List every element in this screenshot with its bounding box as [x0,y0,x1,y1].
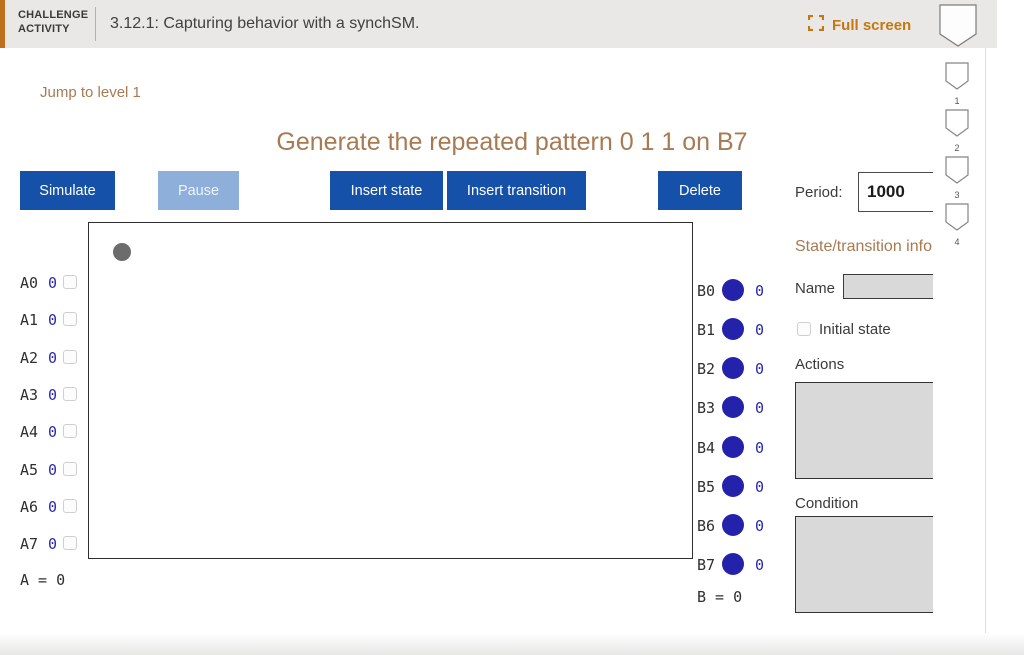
name-input[interactable] [843,274,933,299]
output-label: B6 [697,517,716,535]
output-value: 0 [755,399,765,417]
kicker-line2: ACTIVITY [18,23,70,35]
condition-label: Condition [795,495,859,512]
level-badge-2[interactable]: 2 [943,109,971,153]
level-badge-4[interactable]: 4 [943,203,971,247]
level-number: 1 [954,96,960,106]
input-checkbox[interactable] [63,275,77,289]
led-indicator [722,436,744,458]
period-label: Period: [795,184,843,201]
inputs-column: A0 0 A1 0 A2 0 A3 0 A4 0 A5 0 A6 0 A7 0 [20,274,90,574]
challenge-activity-kicker: CHALLENGE ACTIVITY [18,8,88,36]
fullscreen-button[interactable]: Full screen [807,14,912,36]
output-label: B1 [697,321,716,339]
output-value: 0 [755,321,765,339]
delete-button[interactable]: Delete [658,171,742,210]
level-number: 3 [954,190,960,200]
input-value: 0 [48,423,58,441]
output-label: B4 [697,439,716,457]
led-indicator [722,553,744,575]
input-value: 0 [48,535,58,553]
outputs-summary: B = 0 [697,588,743,606]
simulate-button[interactable]: Simulate [20,171,115,210]
led-indicator [722,279,744,301]
output-value: 0 [755,556,765,574]
initial-state-checkbox[interactable] [797,322,811,336]
name-label: Name [795,280,836,297]
accent-bar [0,0,5,48]
level-number: 2 [954,143,960,153]
level-badge-3[interactable]: 3 [943,156,971,200]
input-checkbox[interactable] [63,536,77,550]
input-value: 0 [48,386,58,404]
shield-icon [945,203,969,235]
state-dot[interactable] [113,243,131,261]
input-value: 0 [48,311,58,329]
input-label: A6 [20,498,39,516]
output-value: 0 [755,478,765,496]
insert-transition-button[interactable]: Insert transition [447,171,586,210]
input-label: A0 [20,274,39,292]
shield-icon [945,156,969,188]
output-label: B5 [697,478,716,496]
led-indicator [722,357,744,379]
input-label: A1 [20,311,39,329]
fullscreen-label: Full screen [832,16,912,34]
input-checkbox[interactable] [63,424,77,438]
inputs-summary: A = 0 [20,571,66,589]
output-value: 0 [755,439,765,457]
prompt-title: Generate the repeated pattern 0 1 1 on B… [276,128,748,156]
output-label: B2 [697,360,716,378]
input-checkbox[interactable] [63,312,77,326]
input-value: 0 [48,274,58,292]
condition-textarea[interactable] [795,516,933,613]
output-value: 0 [755,360,765,378]
shield-icon [945,62,969,94]
input-label: A7 [20,535,39,553]
output-value: 0 [755,517,765,535]
input-label: A5 [20,461,39,479]
led-indicator [722,514,744,536]
shield-icon [939,4,977,52]
initial-state-label: Initial state [819,321,891,338]
period-input[interactable] [858,172,933,212]
pause-button[interactable]: Pause [158,171,239,210]
input-checkbox[interactable] [63,462,77,476]
input-checkbox[interactable] [63,387,77,401]
insert-state-button[interactable]: Insert state [330,171,443,210]
panel-section-title: State/transition info [795,238,932,255]
bottom-fade [0,633,1024,655]
outputs-column: B0 0 B1 0 B2 0 B3 0 B4 0 B5 0 B6 0 B7 0 [697,279,787,582]
actions-textarea[interactable] [795,382,933,479]
expand-icon [807,14,825,36]
kicker-line1: CHALLENGE [18,9,89,21]
input-value: 0 [48,461,58,479]
output-value: 0 [755,282,765,300]
output-label: B3 [697,399,716,417]
input-value: 0 [48,498,58,516]
led-indicator [722,396,744,418]
level-badge-1[interactable]: 1 [943,62,971,106]
output-label: B7 [697,556,716,574]
input-checkbox[interactable] [63,499,77,513]
jump-to-level-link[interactable]: Jump to level 1 [40,84,141,101]
input-label: A4 [20,423,39,441]
shield-icon [945,109,969,141]
input-checkbox[interactable] [63,350,77,364]
state-transition-panel: Period: State/transition info Name Initi… [795,170,933,622]
actions-label: Actions [795,356,845,373]
header-bar: CHALLENGE ACTIVITY 3.12.1: Capturing beh… [0,0,997,48]
header-divider [95,7,96,41]
statemachine-canvas[interactable] [88,222,693,559]
output-label: B0 [697,282,716,300]
rail-divider [985,48,986,655]
activity-title: 3.12.1: Capturing behavior with a synchS… [110,15,420,32]
led-indicator [722,318,744,340]
led-indicator [722,475,744,497]
input-label: A3 [20,386,39,404]
input-value: 0 [48,349,58,367]
input-label: A2 [20,349,39,367]
level-number: 4 [954,237,960,247]
